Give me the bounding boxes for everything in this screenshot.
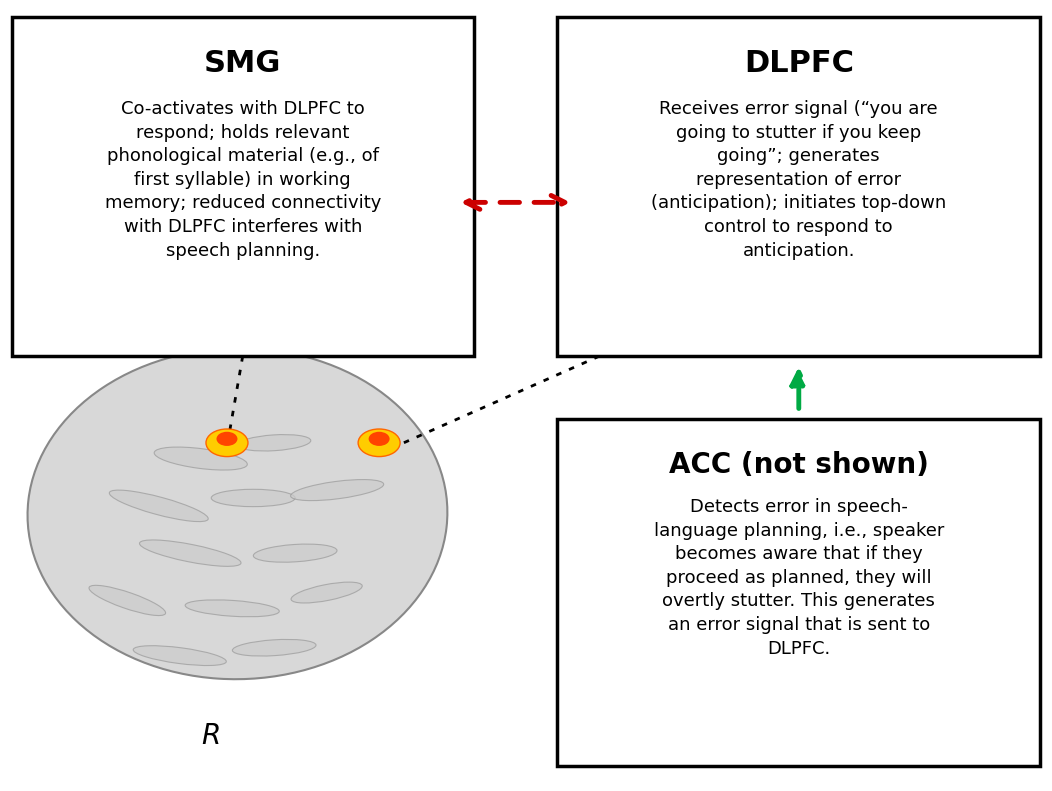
Ellipse shape [134, 645, 226, 665]
Ellipse shape [89, 585, 165, 615]
Text: ACC (not shown): ACC (not shown) [669, 451, 929, 479]
Ellipse shape [238, 434, 310, 451]
Ellipse shape [232, 639, 316, 656]
Ellipse shape [109, 490, 208, 521]
FancyBboxPatch shape [558, 17, 1040, 356]
Ellipse shape [206, 429, 248, 456]
FancyBboxPatch shape [12, 17, 473, 356]
Text: DLPFC: DLPFC [744, 49, 854, 78]
Ellipse shape [185, 600, 279, 617]
Ellipse shape [211, 490, 296, 507]
Text: Co-activates with DLPFC to
respond; holds relevant
phonological material (e.g., : Co-activates with DLPFC to respond; hold… [104, 100, 381, 259]
FancyBboxPatch shape [558, 419, 1040, 766]
Ellipse shape [368, 432, 389, 446]
Ellipse shape [217, 432, 238, 446]
Text: Receives error signal (“you are
going to stutter if you keep
going”; generates
r: Receives error signal (“you are going to… [651, 100, 947, 259]
Text: Detects error in speech-
language planning, i.e., speaker
becomes aware that if : Detects error in speech- language planni… [653, 498, 944, 657]
Ellipse shape [290, 479, 384, 501]
Ellipse shape [291, 582, 362, 603]
Ellipse shape [27, 348, 447, 679]
Ellipse shape [358, 429, 400, 456]
Ellipse shape [140, 540, 241, 566]
Text: R: R [202, 722, 221, 750]
Text: SMG: SMG [204, 49, 281, 78]
Ellipse shape [155, 447, 247, 470]
Ellipse shape [254, 544, 337, 562]
